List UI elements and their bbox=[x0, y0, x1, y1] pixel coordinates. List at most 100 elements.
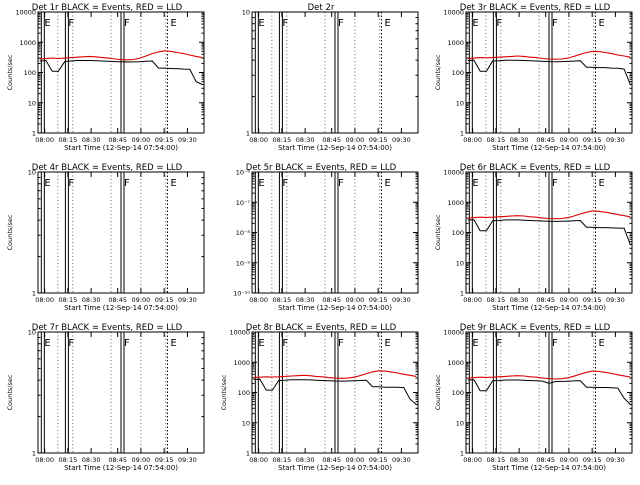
y-tick-label: 10 bbox=[28, 99, 36, 107]
lld-series-line bbox=[39, 50, 203, 61]
y-tick-label: 1 bbox=[32, 290, 36, 298]
y-axis-label: Counts/sec bbox=[220, 374, 228, 410]
x-tick-label: 09:30 bbox=[606, 136, 625, 144]
flag-label: F bbox=[68, 338, 74, 349]
lld-series-line bbox=[467, 210, 631, 220]
y-tick-label: 100 bbox=[452, 69, 464, 77]
flag-label: F bbox=[496, 338, 502, 349]
panel-1: Det 1r BLACK = Events, RED = LLD 1 10 100 10… bbox=[6, 3, 205, 152]
x-tick-label: 08:30 bbox=[510, 296, 529, 304]
y-tick-label: 10⁻¹⁰ bbox=[233, 290, 250, 298]
flag-label: E bbox=[170, 178, 176, 189]
x-axis-label: Start Time (12-Sep-14 07:54:00) bbox=[492, 464, 606, 472]
panel-title: Det 5r BLACK = Events, RED = LLD bbox=[246, 163, 397, 173]
y-tick-label: 100 bbox=[452, 229, 464, 237]
y-axis-label: Counts/sec bbox=[6, 214, 14, 250]
flag-label: F bbox=[68, 178, 74, 189]
lld-series-line bbox=[253, 370, 417, 379]
x-tick-label: 08:30 bbox=[510, 136, 529, 144]
x-axis-label: Start Time (12-Sep-14 07:54:00) bbox=[278, 144, 392, 152]
y-tick-label: 10⁻⁹ bbox=[236, 259, 251, 267]
x-tick-label: 09:30 bbox=[392, 296, 411, 304]
flag-label: F bbox=[338, 178, 344, 189]
flag-label: E bbox=[44, 18, 50, 29]
x-tick-label: 09:30 bbox=[178, 136, 197, 144]
y-tick-label: 1000 bbox=[19, 39, 36, 47]
y-tick-label: 10 bbox=[456, 419, 464, 427]
x-tick-label: 08:00 bbox=[249, 136, 268, 144]
flag-label: E bbox=[598, 338, 604, 349]
x-tick-label: 08:30 bbox=[82, 136, 101, 144]
x-tick-label: 09:15 bbox=[583, 456, 602, 464]
panel-5: Det 5r BLACK = Events, RED = LLD 10⁻¹⁰ 10⁻… bbox=[233, 163, 419, 312]
x-tick-label: 09:00 bbox=[346, 456, 365, 464]
flag-label: E bbox=[384, 338, 390, 349]
x-tick-label: 09:00 bbox=[560, 136, 579, 144]
x-tick-label: 08:45 bbox=[108, 296, 127, 304]
y-axis-label: Counts/sec bbox=[6, 374, 14, 410]
events-series-line bbox=[467, 59, 631, 85]
panel-7: Det 7r BLACK = Events, RED = LLD 1 10 08:00… bbox=[6, 323, 205, 472]
y-tick-label: 10⁻⁶ bbox=[236, 169, 251, 177]
flag-label: F bbox=[552, 338, 558, 349]
flag-label: E bbox=[598, 178, 604, 189]
x-tick-label: 09:30 bbox=[178, 456, 197, 464]
panel-4: Det 4r BLACK = Events, RED = LLD 1 10 08:00… bbox=[6, 163, 205, 312]
x-tick-label: 08:30 bbox=[296, 456, 315, 464]
y-axis-label: Counts/sec bbox=[6, 54, 14, 90]
flag-label: F bbox=[282, 338, 288, 349]
flag-label: F bbox=[124, 338, 130, 349]
x-axis-label: Start Time (12-Sep-14 07:54:00) bbox=[492, 144, 606, 152]
lld-series-line bbox=[467, 370, 631, 380]
x-tick-label: 09:00 bbox=[560, 296, 579, 304]
y-tick-label: 10000 bbox=[15, 9, 36, 17]
flag-label: F bbox=[68, 18, 74, 29]
x-tick-label: 08:45 bbox=[108, 456, 127, 464]
y-tick-label: 10 bbox=[242, 419, 250, 427]
flag-label: E bbox=[170, 18, 176, 29]
x-tick-label: 09:15 bbox=[583, 296, 602, 304]
x-tick-label: 08:45 bbox=[536, 136, 555, 144]
x-tick-label: 08:15 bbox=[273, 136, 292, 144]
x-tick-label: 08:30 bbox=[82, 456, 101, 464]
panel-title: Det 9r BLACK = Events, RED = LLD bbox=[460, 323, 611, 333]
x-tick-label: 08:15 bbox=[59, 456, 78, 464]
y-tick-label: 10⁻⁷ bbox=[236, 199, 251, 207]
panel-2: Det 2r 1 10 08:00 08:15 08:30 08:45 09:00 09:15 0… bbox=[242, 3, 419, 152]
x-tick-label: 08:00 bbox=[35, 136, 54, 144]
flag-label: E bbox=[44, 178, 50, 189]
x-tick-label: 09:00 bbox=[346, 136, 365, 144]
flag-label: F bbox=[282, 18, 288, 29]
flag-label: E bbox=[472, 18, 478, 29]
x-tick-label: 08:30 bbox=[296, 136, 315, 144]
x-tick-label: 09:00 bbox=[560, 456, 579, 464]
x-tick-label: 09:15 bbox=[369, 456, 388, 464]
x-tick-label: 09:00 bbox=[346, 296, 365, 304]
y-tick-label: 1000 bbox=[447, 359, 464, 367]
flag-label: F bbox=[552, 18, 558, 29]
y-tick-label: 1 bbox=[460, 450, 464, 458]
y-tick-label: 10000 bbox=[443, 169, 464, 177]
y-tick-label: 100 bbox=[24, 69, 36, 77]
panel-3: Det 3r BLACK = Events, RED = LLD 1 10 100 10… bbox=[434, 3, 633, 152]
y-tick-label: 1 bbox=[32, 450, 36, 458]
flag-label: E bbox=[598, 18, 604, 29]
x-tick-label: 08:00 bbox=[35, 456, 54, 464]
x-tick-label: 08:00 bbox=[249, 296, 268, 304]
x-axis-label: Start Time (12-Sep-14 07:54:00) bbox=[64, 464, 178, 472]
y-tick-label: 10⁻⁸ bbox=[236, 229, 251, 237]
x-tick-label: 08:45 bbox=[536, 456, 555, 464]
x-tick-label: 08:15 bbox=[59, 296, 78, 304]
flag-label: F bbox=[282, 178, 288, 189]
x-tick-label: 08:00 bbox=[463, 456, 482, 464]
x-tick-label: 08:15 bbox=[273, 296, 292, 304]
x-tick-label: 08:45 bbox=[322, 296, 341, 304]
x-tick-label: 09:30 bbox=[606, 296, 625, 304]
y-tick-label: 10 bbox=[242, 9, 250, 17]
y-tick-label: 1000 bbox=[233, 359, 250, 367]
y-tick-label: 1000 bbox=[447, 39, 464, 47]
flag-label: F bbox=[338, 338, 344, 349]
y-tick-label: 100 bbox=[238, 389, 250, 397]
x-tick-label: 09:30 bbox=[392, 456, 411, 464]
